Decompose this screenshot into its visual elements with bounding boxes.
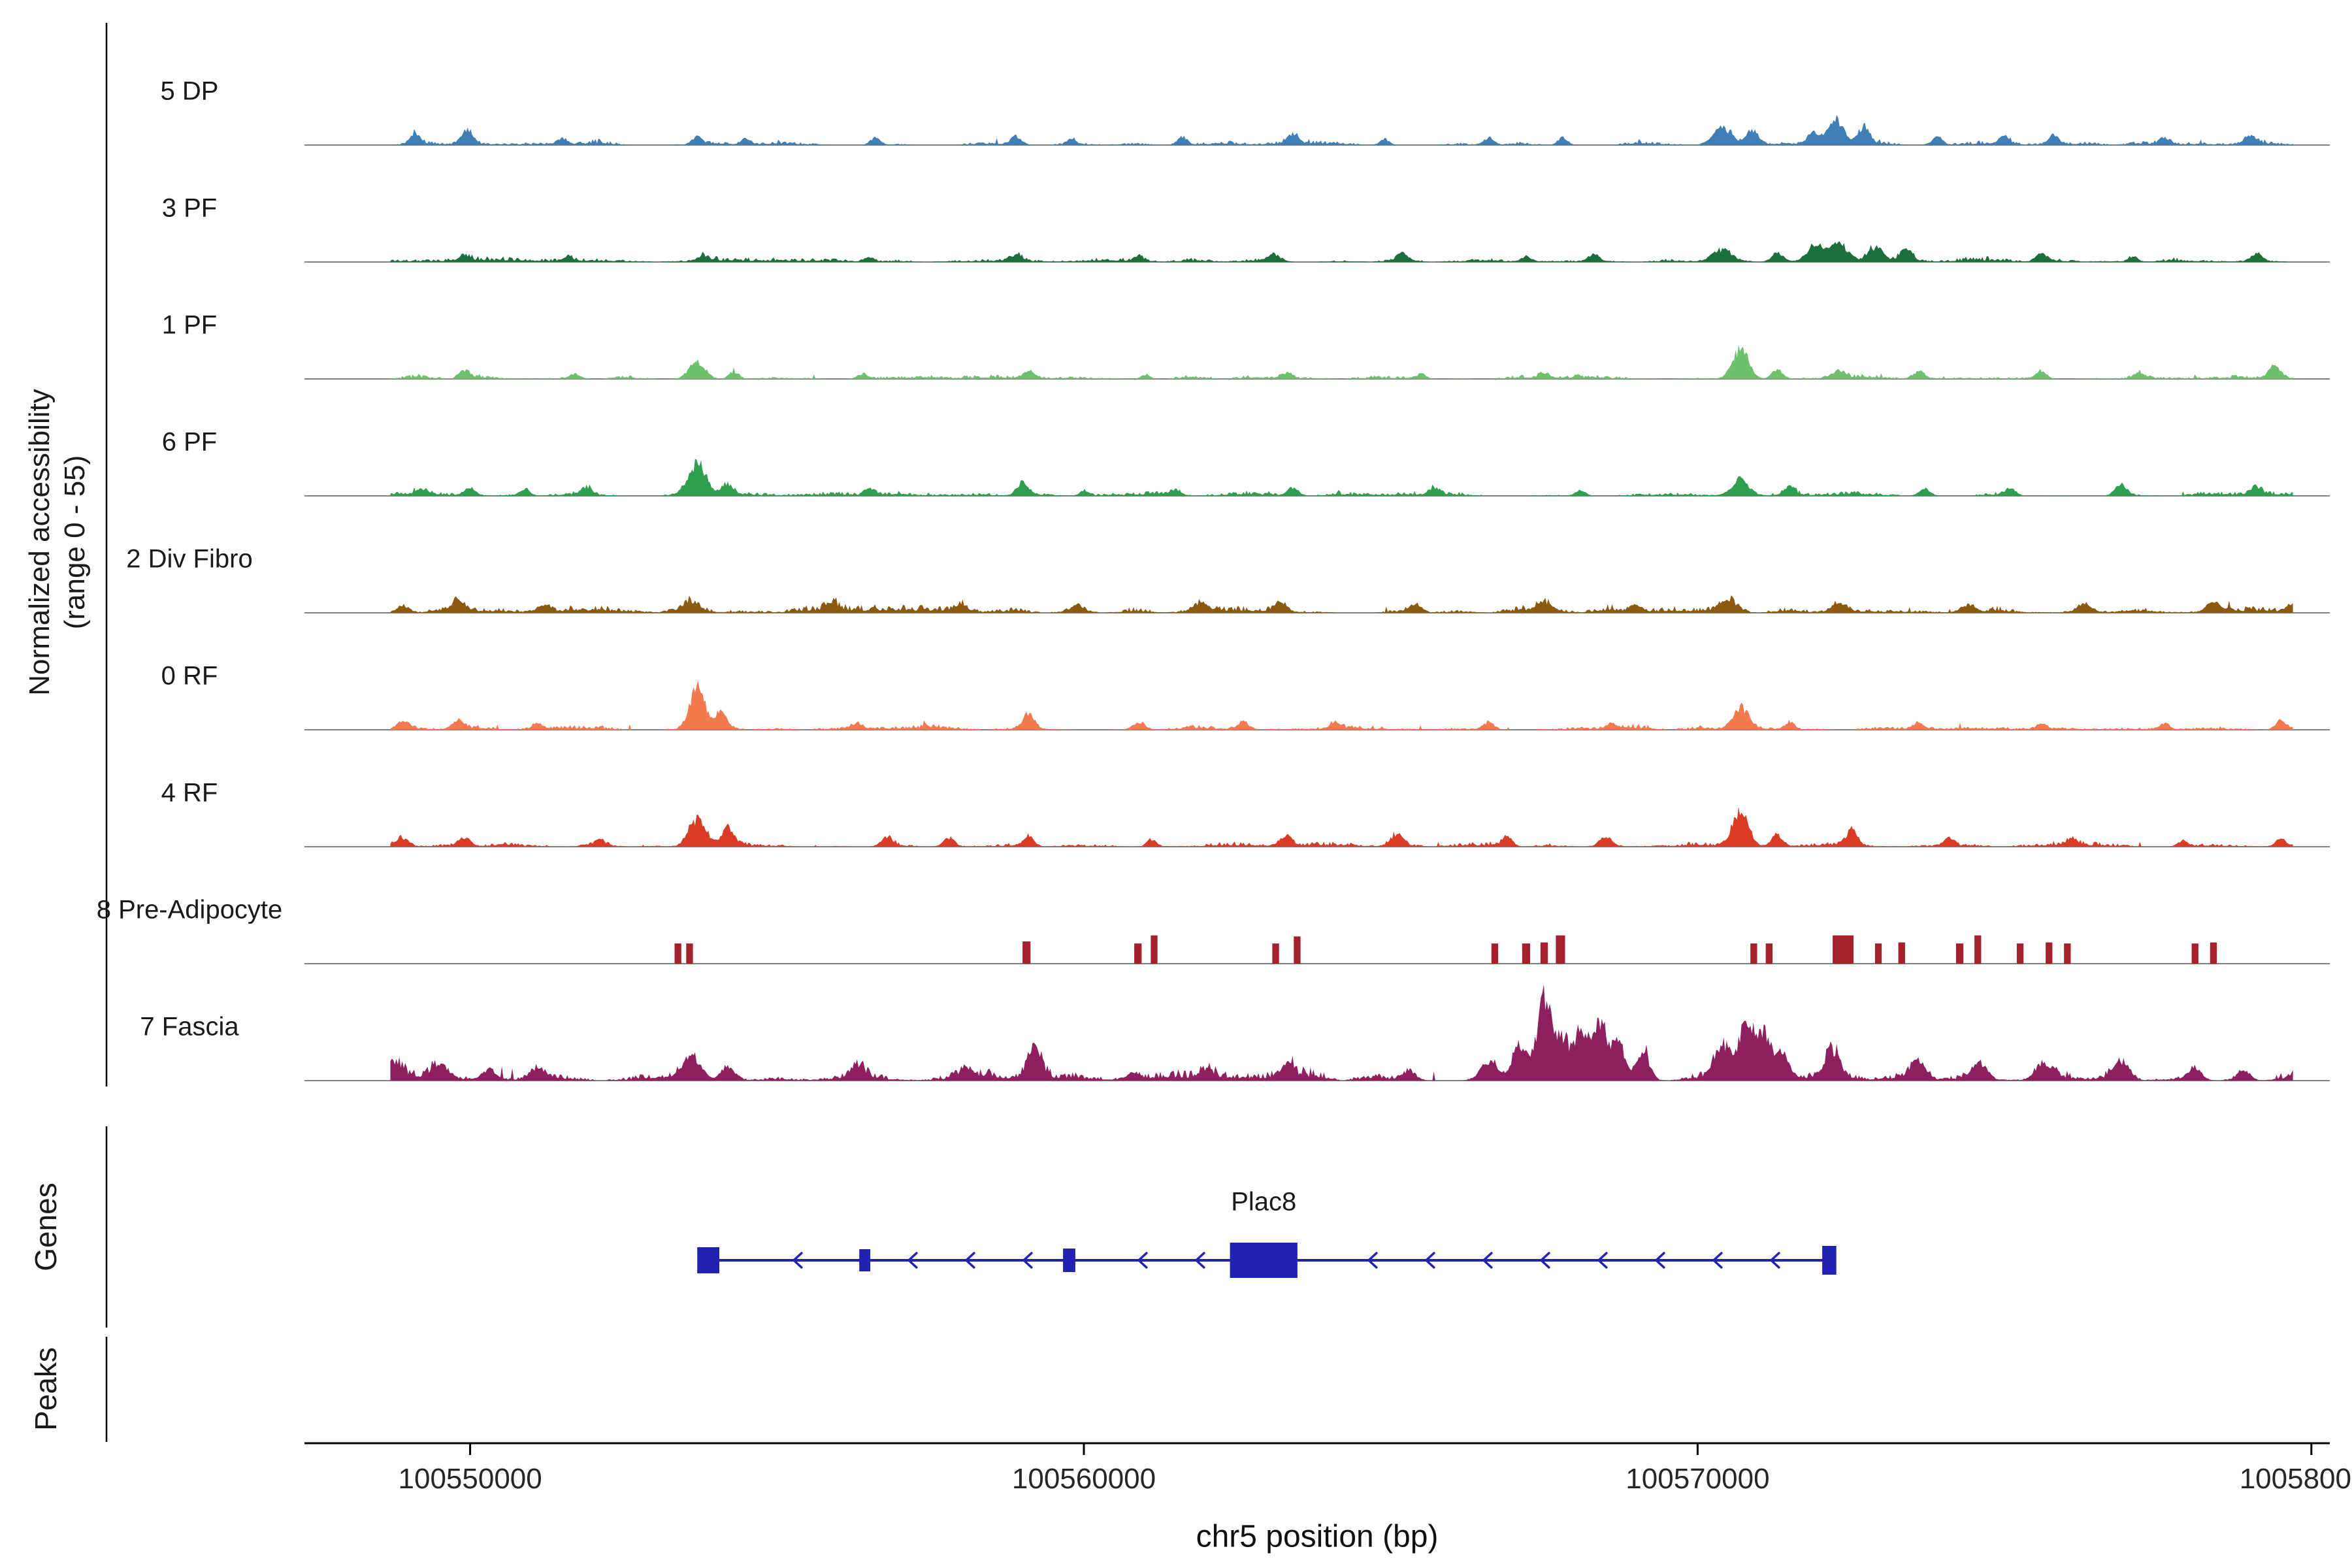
gene-exon (1230, 1243, 1298, 1278)
gene-exon (1063, 1249, 1075, 1272)
signal-3-pf (390, 241, 2293, 262)
gene-strand-arrow (1367, 1252, 1378, 1269)
track-label-4-rf: 4 RF (161, 778, 218, 808)
peaks-group-label: Peaks (29, 1347, 63, 1431)
track-label-1-pf: 1 PF (161, 310, 218, 340)
x-tick-label: 100560000 (1011, 1463, 1156, 1495)
peak-block (1540, 942, 1548, 964)
track-label-8-pre-adipocyte: 8 Pre-Adipocyte (96, 895, 283, 924)
y-axis-label-line2: (range 0 - 55) (59, 455, 91, 630)
x-axis-title: chr5 position (bp) (1196, 1519, 1439, 1554)
gene-strand-arrow (1425, 1252, 1435, 1269)
peak-block (1874, 943, 1882, 964)
gene-strand-arrow (1655, 1252, 1665, 1269)
gene-strand-arrow (792, 1252, 803, 1269)
signal-2-div-fibro (390, 595, 2293, 613)
peak-block (1556, 935, 1565, 964)
x-tick-label: 100580000 (2239, 1463, 2352, 1495)
peak-block (1294, 936, 1301, 964)
gene-name-label: Plac8 (1231, 1187, 1297, 1217)
gene-strand-arrow (1482, 1252, 1493, 1269)
peak-block (2046, 942, 2053, 964)
gene-strand-arrow (1712, 1252, 1723, 1269)
peak-block (1833, 935, 1854, 964)
peak-block (1491, 943, 1499, 964)
signal-7-fascia (390, 984, 2293, 1081)
peak-block (2016, 943, 2024, 964)
peak-block (1974, 935, 1982, 964)
track-label-2-div-fibro: 2 Div Fibro (126, 544, 253, 574)
x-tick-label: 100550000 (398, 1463, 542, 1495)
track-label-6-pf: 6 PF (161, 427, 218, 457)
gene-exon (859, 1249, 871, 1271)
gene-strand-arrow (907, 1252, 918, 1269)
track-label-5-dp: 5 DP (160, 76, 219, 106)
y-axis-label: Normalized accessibility (range 0 - 55) (22, 389, 93, 695)
gene-strand-arrow (1195, 1252, 1205, 1269)
peak-block (2064, 943, 2071, 964)
track-label-3-pf: 3 PF (161, 193, 218, 223)
y-axis-label-line1: Normalized accessibility (24, 389, 56, 696)
gene-strand-arrow (1597, 1252, 1608, 1269)
genes-group-label: Genes (29, 1183, 63, 1271)
signal-6-pf (390, 459, 2293, 496)
gene-strand-arrow (1137, 1252, 1148, 1269)
peak-block (1522, 943, 1530, 964)
track-label-0-rf: 0 RF (161, 661, 218, 691)
signal-1-pf (390, 344, 2293, 379)
peak-block (686, 943, 693, 964)
peak-block (1022, 941, 1031, 964)
peak-block (1151, 935, 1158, 964)
x-tick-label: 100570000 (1625, 1463, 1770, 1495)
peak-block (1134, 943, 1142, 964)
signal-5-dp (390, 115, 2293, 145)
peak-block (1750, 943, 1757, 964)
gene-strand-arrow (965, 1252, 975, 1269)
gene-exon (1822, 1246, 1837, 1275)
peak-block (1765, 943, 1772, 964)
peak-block (2210, 942, 2217, 964)
peak-block (1272, 943, 1279, 964)
gene-strand-arrow (1540, 1252, 1550, 1269)
signal-4-rf (390, 807, 2293, 847)
gene-exon (697, 1247, 719, 1273)
peak-block (1955, 943, 1964, 964)
gene-strand-arrow (1770, 1252, 1780, 1269)
track-label-7-fascia: 7 Fascia (140, 1012, 239, 1041)
signal-0-rf (390, 680, 2293, 730)
peak-block (2191, 943, 2198, 964)
peak-block (1898, 942, 1905, 964)
gene-strand-arrow (1022, 1252, 1033, 1269)
peak-block (674, 943, 681, 964)
